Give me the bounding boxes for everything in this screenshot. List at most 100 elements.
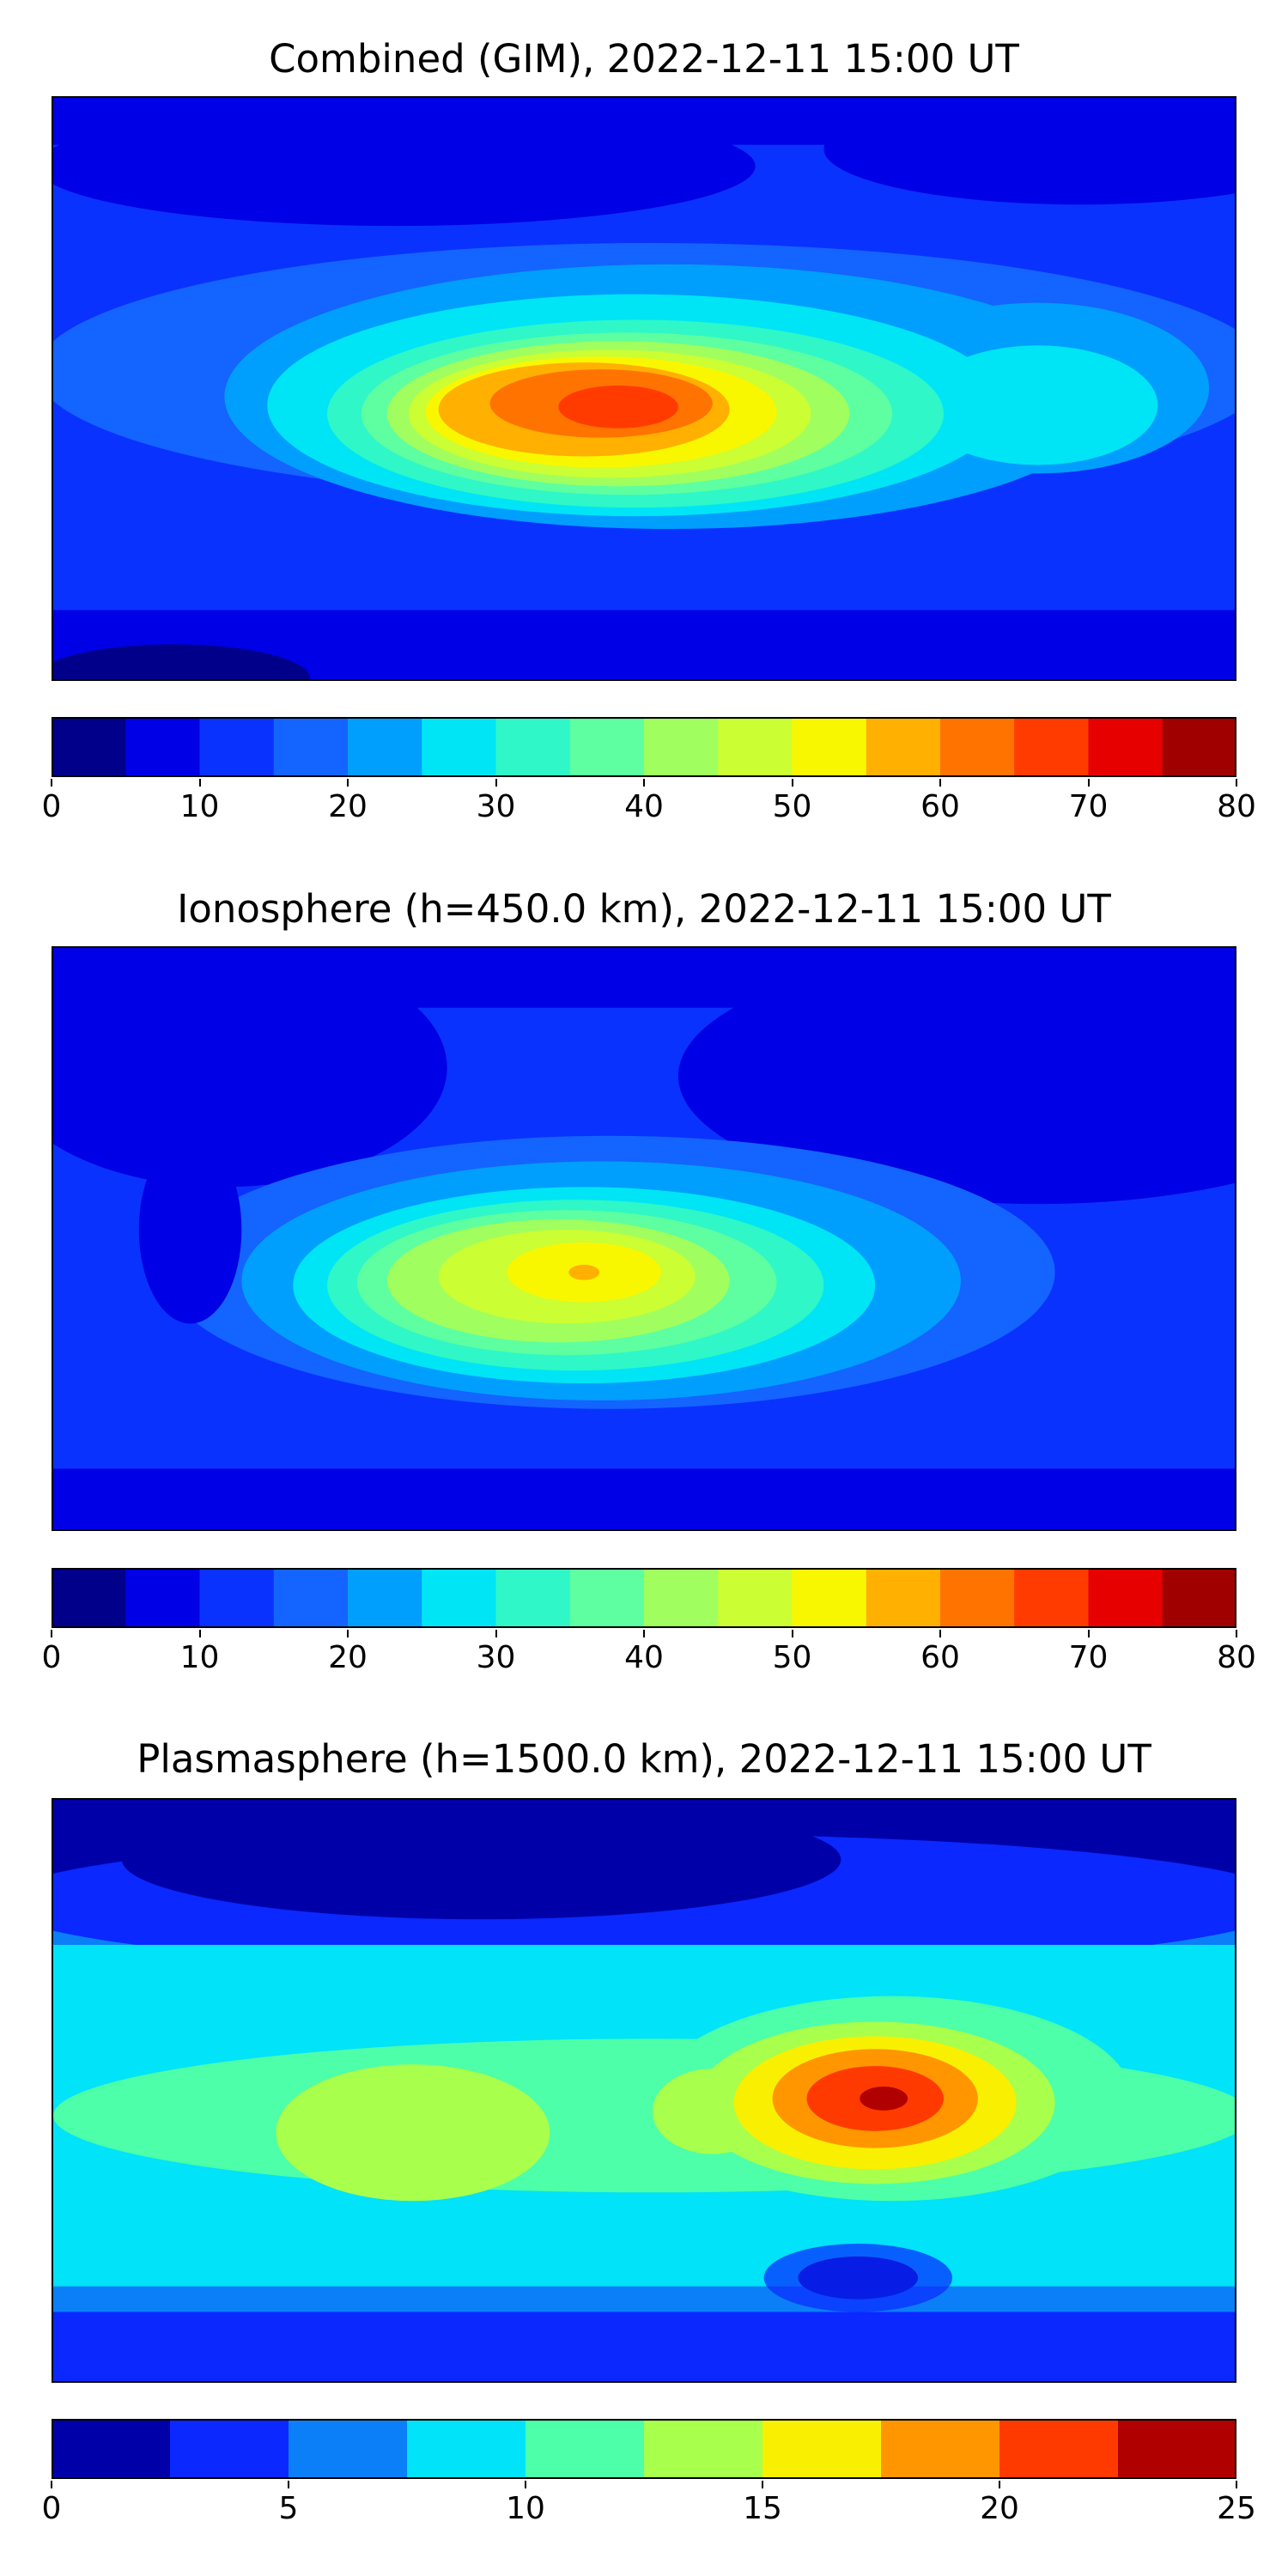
panel-2-colorbar-ticks: 0 10 20 30 40 50 60 70 80	[42, 1630, 1256, 1681]
panel-2-title: Ionosphere (h=450.0 km), 2022-12-11 15:0…	[177, 886, 1111, 932]
colorbar-segment	[718, 717, 793, 777]
colorbar-tick-label: 80	[1217, 789, 1256, 824]
panel-1-map	[52, 96, 1236, 681]
colorbar-tick-mark	[1236, 779, 1237, 787]
colorbar-tick-mark	[999, 2481, 1000, 2488]
panel-2-map	[52, 946, 1236, 1531]
colorbar-segment	[569, 1568, 645, 1628]
panel-3-colorbar	[52, 2419, 1236, 2479]
colorbar-tick-mark	[1236, 2481, 1237, 2488]
colorbar-border	[52, 717, 1236, 777]
colorbar-tick-mark	[198, 779, 201, 787]
colorbar-tick-mark	[347, 779, 349, 787]
colorbar-segment	[199, 717, 275, 777]
colorbar-segment	[170, 2419, 289, 2479]
colorbar-segment	[125, 1568, 201, 1628]
colorbar-segment	[1162, 717, 1236, 777]
colorbar-tick-mark	[939, 779, 941, 787]
colorbar-segment	[407, 2419, 526, 2479]
colorbar-tick-mark	[525, 2481, 526, 2488]
colorbar-segment	[348, 1568, 422, 1628]
colorbar-tick-mark	[198, 1630, 201, 1637]
colorbar-tick-label: 60	[920, 1640, 960, 1675]
colorbar-segment	[792, 1568, 867, 1628]
colorbar-tick-label: 20	[328, 789, 368, 824]
colorbar-tick-label: 0	[41, 1640, 62, 1675]
colorbar-tick-mark	[1087, 1630, 1090, 1637]
colorbar-segment	[881, 2419, 1000, 2479]
colorbar-segment	[273, 717, 349, 777]
colorbar-segment	[495, 717, 571, 777]
colorbar-tick-label: 10	[179, 1640, 220, 1675]
colorbar-segment	[940, 1568, 1015, 1628]
colorbar-tick-mark	[939, 1630, 941, 1637]
colorbar-tick-label: 0	[41, 789, 62, 824]
colorbar-tick-mark	[791, 779, 793, 787]
colorbar-segment	[52, 2419, 171, 2479]
panel-3-colorbar-ticks: 0 5 10 15 20 25	[42, 2481, 1256, 2532]
panel-2-colorbar	[52, 1568, 1236, 1628]
colorbar-segment	[1162, 1568, 1236, 1628]
panel-3-map	[52, 1798, 1236, 2383]
colorbar-tick-mark	[51, 779, 52, 787]
colorbar-tick-label: 0	[41, 2491, 62, 2526]
colorbar-segment	[940, 717, 1015, 777]
colorbar-tick-mark	[495, 1630, 497, 1637]
panel-3-title: Plasmasphere (h=1500.0 km), 2022-12-11 1…	[137, 1736, 1151, 1782]
colorbar-segment	[866, 717, 941, 777]
colorbar-tick-mark	[643, 1630, 645, 1637]
colorbar-tick-mark	[762, 2481, 763, 2488]
colorbar-tick-mark	[791, 1630, 793, 1637]
colorbar-segment	[348, 717, 422, 777]
colorbar-segment	[199, 1568, 275, 1628]
colorbar-segment	[866, 1568, 941, 1628]
colorbar-segment	[273, 1568, 349, 1628]
colorbar-segment	[1014, 717, 1090, 777]
colorbar-tick-mark	[51, 1630, 52, 1637]
panel-1-colorbar-ticks: 0 10 20 30 40 50 60 70 80	[42, 779, 1256, 830]
colorbar-tick-label: 20	[980, 2491, 1019, 2526]
colorbar-tick-mark	[643, 779, 645, 787]
colorbar-segment	[289, 2419, 408, 2479]
panel-1-contour	[53, 98, 1235, 679]
colorbar-tick-label: 40	[624, 1640, 664, 1675]
colorbar-segment	[644, 1568, 719, 1628]
colorbar-tick-label: 10	[179, 789, 220, 824]
colorbar-border	[52, 1568, 1236, 1628]
colorbar-tick-label: 15	[743, 2491, 782, 2526]
colorbar-border	[52, 2419, 1236, 2479]
colorbar-tick-label: 20	[328, 1640, 368, 1675]
colorbar-tick-label: 5	[278, 2491, 299, 2526]
colorbar-tick-mark	[1236, 1630, 1237, 1637]
colorbar-segment	[526, 2419, 645, 2479]
colorbar-segment	[999, 2419, 1119, 2479]
panel-1-colorbar	[52, 717, 1236, 777]
colorbar-segment	[1118, 2419, 1236, 2479]
colorbar-tick-label: 70	[1068, 1640, 1109, 1675]
colorbar-tick-mark	[1087, 779, 1090, 787]
colorbar-segment	[422, 717, 497, 777]
colorbar-segment	[1088, 717, 1163, 777]
colorbar-segment	[718, 1568, 793, 1628]
colorbar-segment	[1088, 1568, 1163, 1628]
colorbar-tick-mark	[347, 1630, 349, 1637]
colorbar-tick-label: 30	[476, 789, 516, 824]
panel-2-contour	[53, 948, 1235, 1529]
colorbar-segment	[52, 1568, 126, 1628]
colorbar-tick-label: 40	[624, 789, 664, 824]
colorbar-segment	[762, 2419, 882, 2479]
colorbar-tick-label: 10	[506, 2491, 545, 2526]
colorbar-tick-label: 80	[1217, 1640, 1256, 1675]
panel-3-contour	[53, 1800, 1235, 2381]
colorbar-segment	[569, 717, 645, 777]
colorbar-tick-mark	[51, 2481, 52, 2488]
colorbar-tick-label: 60	[920, 789, 960, 824]
colorbar-tick-label: 30	[476, 1640, 516, 1675]
panel-1-title: Combined (GIM), 2022-12-11 15:00 UT	[269, 36, 1019, 82]
colorbar-segment	[52, 717, 126, 777]
colorbar-segment	[792, 717, 867, 777]
colorbar-tick-mark	[288, 2481, 289, 2488]
colorbar-segment	[644, 717, 719, 777]
colorbar-segment	[1014, 1568, 1090, 1628]
colorbar-segment	[125, 717, 201, 777]
